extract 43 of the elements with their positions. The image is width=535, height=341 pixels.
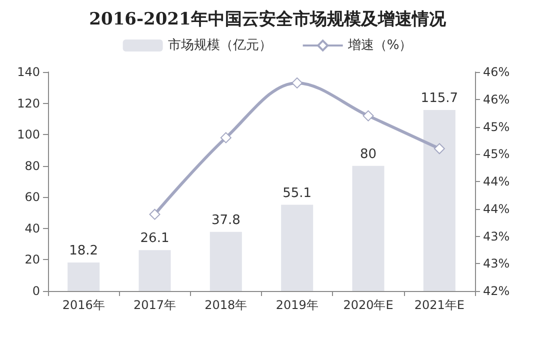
x-tick-label: 2019年 [276, 298, 318, 312]
y-tick-label: 20 [24, 252, 40, 267]
point [292, 77, 303, 88]
bar [68, 262, 100, 291]
data-label: 26.1 [140, 231, 170, 246]
y2-tick-label: 43% [483, 229, 510, 244]
y2-tick-label: 46% [483, 92, 510, 106]
point [434, 143, 445, 154]
y2-tick-label: 44% [483, 202, 510, 216]
y-tick-label: 140 [17, 65, 40, 79]
y2-tick-label: 42% [483, 284, 510, 298]
data-label: 115.7 [420, 91, 458, 106]
y2-tick-label: 43% [483, 256, 510, 271]
y2-tick-label: 45% [483, 120, 510, 134]
data-label: 37.8 [211, 212, 240, 228]
bar [138, 250, 171, 291]
y2-tick-label: 46% [483, 65, 510, 79]
bar [352, 166, 384, 291]
x-tick-label: 2018年 [204, 298, 248, 312]
bar [281, 204, 314, 291]
data-label: 80 [360, 146, 377, 162]
y2-tick-label: 44% [483, 174, 510, 188]
x-tick-label: 2017年 [133, 298, 176, 312]
y-tick-label: 60 [24, 190, 40, 204]
y-tick-label: 120 [17, 96, 40, 110]
bar [210, 232, 242, 291]
chart-title: 2016-2021年中国云安全市场规模及增速情况 [89, 10, 447, 30]
legend-label: 增速（%） [346, 38, 412, 53]
data-label: 55.1 [282, 186, 312, 201]
y2-tick-label: 45% [483, 147, 510, 162]
x-tick-label: 2021年E [414, 298, 464, 312]
point [362, 110, 374, 122]
y-tick-label: 100 [17, 128, 40, 142]
bar [423, 110, 456, 291]
x-tick-label: 2020年E [343, 298, 394, 312]
y-tick-label: 0 [32, 284, 40, 298]
legend-label: 市场规模（亿元） [168, 38, 272, 53]
data-label: 18.2 [69, 244, 98, 259]
y-tick-label: 40 [24, 221, 40, 236]
x-tick-label: 2016年 [62, 298, 105, 312]
point [220, 132, 232, 144]
y-tick-label: 80 [24, 158, 40, 173]
point [149, 208, 160, 220]
